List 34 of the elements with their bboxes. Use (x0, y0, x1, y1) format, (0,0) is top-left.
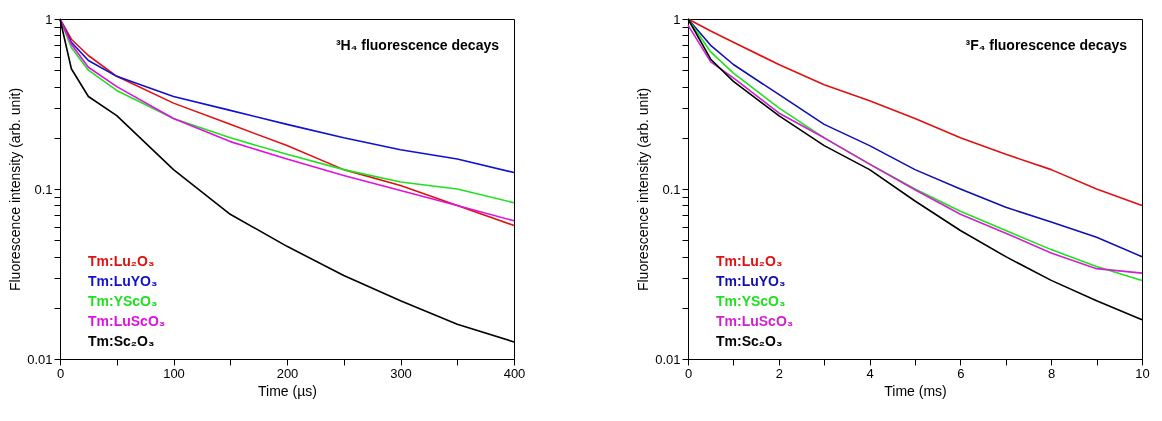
text: Tm:Lu₂O₃ (716, 253, 783, 269)
x-tick-label: 200 (276, 365, 299, 381)
x-tick-label: 8 (1048, 365, 1056, 381)
y-tick-label: 1 (673, 11, 681, 27)
x-tick-label: 6 (957, 365, 965, 381)
y-tick-label: 1 (45, 11, 53, 27)
text: Tm:YScO₃ (716, 293, 786, 309)
text: Tm:Lu₂O₃ (88, 253, 155, 269)
text: Tm:LuScO₃ (88, 313, 166, 329)
text: ³H₄ fluorescence decays (335, 37, 500, 53)
text: Tm:YScO₃ (88, 293, 158, 309)
x-axis-title: Time (µs) (258, 382, 317, 399)
x-tick-label: 4 (866, 365, 874, 381)
line-series (687, 18, 1143, 207)
y-tick-label: 0.1 (34, 181, 53, 197)
y-tick-label: 0.01 (27, 351, 53, 367)
y-axis-title: Fluorescence intensity (arb. unit) (635, 87, 652, 292)
text: Tm:Sc₂O₃ (88, 333, 155, 349)
y-axis-title: Fluorescence intensity (arb. unit) (7, 87, 24, 292)
x-tick-label: 2 (775, 365, 783, 381)
text: Tm:Sc₂O₃ (716, 333, 783, 349)
text: Tm:LuYO₃ (88, 273, 158, 289)
text: ³F₄ fluorescence decays (965, 37, 1128, 53)
x-tick-label: 10 (1135, 365, 1150, 381)
y-tick-label: 0.1 (662, 181, 681, 197)
x-tick-label: 100 (163, 365, 185, 381)
text: Tm:LuYO₃ (716, 273, 786, 289)
x-tick-label: 0 (56, 365, 65, 381)
x-tick-label: 400 (503, 365, 526, 381)
x-axis-title: Time (ms) (884, 382, 947, 399)
text: Tm:LuScO₃ (716, 313, 794, 329)
x-tick-label: 300 (390, 365, 412, 381)
y-tick-label: 0.01 (655, 351, 681, 367)
x-tick-label: 0 (684, 365, 693, 381)
